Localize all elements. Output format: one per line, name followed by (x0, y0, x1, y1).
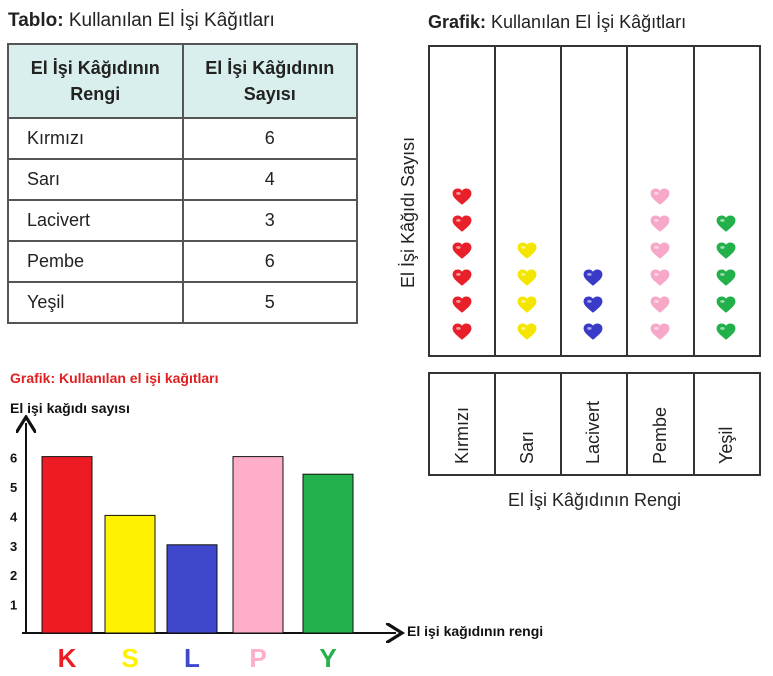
heart-icon (583, 323, 603, 340)
column-divider (626, 374, 628, 474)
heart-icon (650, 296, 669, 313)
pictograph-title-bold: Grafik: (428, 12, 487, 32)
heart-icon (452, 215, 471, 232)
bar-chart-x-label: El işi kağıdının rengi (407, 623, 544, 639)
bar-y-tick-label: 5 (10, 480, 17, 495)
column-divider (494, 374, 496, 474)
data-table: El İşi Kâğıdının Rengi El İşi Kâğıdının … (7, 43, 358, 324)
bar-chart: 1 2 3 4 5 6 K S L P Y (10, 415, 410, 673)
row-value: 5 (181, 281, 358, 324)
row-value: 4 (181, 158, 358, 201)
bar-y-tick-label: 4 (10, 509, 18, 524)
table-row: Pembe 6 (7, 240, 358, 283)
heart-icon (452, 296, 471, 313)
heart-icon (650, 188, 669, 205)
pictograph-y-label: El İşi Kâğıdı Sayısı (398, 136, 418, 288)
bar-chart-y-label: El işi kağıdı sayısı (10, 400, 130, 416)
heart-icon (716, 269, 735, 286)
pictograph-category-label: Lacivert (583, 400, 603, 464)
table-title: Tablo: Kullanılan El İşi Kâğıtları (8, 10, 275, 32)
row-value: 6 (181, 117, 358, 160)
bar-y-ticks: 1 2 3 4 5 6 (10, 451, 18, 613)
pictograph-grid (428, 45, 761, 357)
heart-icon (517, 269, 537, 286)
bar-bars (41, 456, 354, 634)
table-row: Yeşil 5 (7, 281, 358, 324)
heart-icon (650, 323, 669, 340)
heart-icon (583, 269, 603, 286)
column-divider (626, 47, 628, 355)
bar-category-label: Y (319, 643, 336, 673)
heart-icon (716, 296, 735, 313)
pictograph-category-label: Pembe (649, 406, 670, 464)
pictograph-x-label: El İşi Kâğıdının Rengi (507, 490, 682, 510)
heart-icon (716, 323, 735, 340)
row-value: 3 (181, 199, 358, 242)
heart-icon (452, 242, 471, 259)
row-label: Sarı (7, 158, 184, 201)
table-title-rest: Kullanılan El İşi Kâğıtları (63, 10, 275, 31)
bar-y-tick-label: 2 (10, 568, 17, 583)
heart-icon (452, 269, 471, 286)
heart-icon (650, 269, 669, 286)
row-label: Kırmızı (7, 117, 184, 160)
bar-chart-title: Grafik: Kullanılan el işi kağıtları (10, 370, 219, 386)
heart-icon (517, 323, 537, 340)
row-label: Lacivert (7, 199, 184, 242)
pictograph-category-label: Kırmızı (451, 407, 472, 464)
bar-category-label: L (184, 643, 200, 673)
heart-icon (452, 188, 471, 205)
table-title-bold: Tablo: (8, 10, 64, 31)
heart-icon (716, 242, 735, 259)
column-divider (560, 374, 562, 474)
column-divider (693, 47, 695, 355)
bar-y-tick-label: 6 (10, 451, 17, 466)
pictograph-title-rest: Kullanılan El İşi Kâğıtları (486, 12, 687, 32)
column-divider (693, 374, 695, 474)
pictograph-category-label: Yeşil (715, 426, 736, 464)
table-row: Sarı 4 (7, 158, 358, 201)
bar-category-label: K (58, 643, 77, 673)
bar (232, 456, 284, 634)
pictograph-category-labels: Kırmızı Sarı Lacivert Pembe Yeşil (428, 372, 761, 476)
pictograph-category-label: Sarı (517, 430, 537, 464)
row-label: Yeşil (7, 281, 184, 324)
heart-icon (650, 242, 669, 259)
heart-icon (583, 296, 603, 313)
column-divider (494, 47, 496, 355)
heart-icon (452, 323, 471, 340)
bar-y-tick-label: 1 (10, 598, 17, 613)
header-count: El İşi Kâğıdının Sayısı (181, 43, 358, 119)
bar-category-label: S (121, 643, 138, 673)
pictograph-title: Grafik: Kullanılan El İşi Kâğıtları (428, 12, 686, 33)
row-label: Pembe (7, 240, 184, 283)
heart-icon (650, 215, 669, 232)
bar (41, 456, 93, 634)
heart-icon (716, 215, 735, 232)
table-header-row: El İşi Kâğıdının Rengi El İşi Kâğıdının … (7, 43, 358, 119)
header-color: El İşi Kâğıdının Rengi (7, 43, 184, 119)
row-value: 6 (181, 240, 358, 283)
bar-y-tick-label: 3 (10, 539, 17, 554)
bar (166, 544, 218, 634)
bar (302, 473, 354, 634)
bar-category-label: P (249, 643, 266, 673)
bar (104, 514, 156, 634)
table-row: Kırmızı 6 (7, 117, 358, 160)
heart-icon (517, 242, 537, 259)
heart-icon (517, 296, 537, 313)
column-divider (560, 47, 562, 355)
table-row: Lacivert 3 (7, 199, 358, 242)
